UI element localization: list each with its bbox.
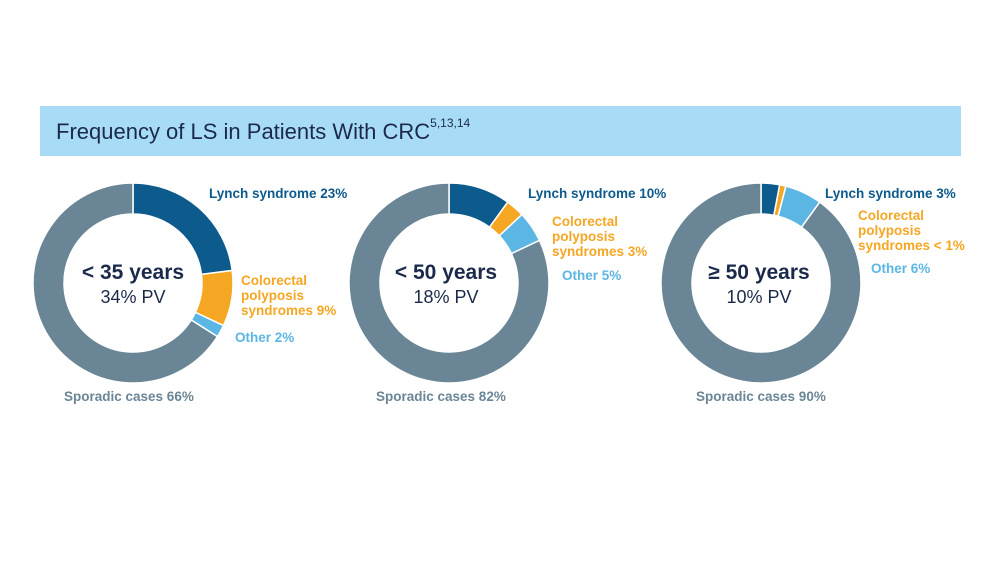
other-label: Other 2% [235, 330, 295, 345]
sporadic-label: Sporadic cases 82% [376, 389, 506, 404]
age-group-label: ≥ 50 years [708, 261, 810, 284]
lynch-syndrome-label: Lynch syndrome 23% [209, 186, 348, 201]
donut-svg [660, 182, 862, 384]
polyposis-label: Colorectal polyposis syndromes < 1% [858, 208, 965, 253]
sporadic-slice [660, 182, 862, 384]
donut-center: < 35 years 34% PV [48, 260, 218, 308]
donut-svg [348, 182, 550, 384]
chart-title-text: Frequency of LS in Patients With CRC [56, 119, 431, 144]
polyposis-label: Colorectal polyposis syndromes 3% [552, 214, 648, 259]
other-label: Other 6% [871, 261, 931, 276]
age-group-label: < 50 years [394, 261, 498, 284]
title-banner: Frequency of LS in Patients With CRC5,13… [40, 106, 961, 156]
donut-center: ≥ 50 years 10% PV [674, 260, 844, 308]
sporadic-slice [32, 182, 219, 384]
age-group-label: < 35 years [81, 261, 185, 284]
donut-chart-under-35: < 35 years 34% PV Lynch syndrome 23% Col… [30, 170, 360, 420]
donut-chart-under-50: < 50 years 18% PV Lynch syndrome 10% Col… [346, 170, 676, 420]
sporadic-slice [348, 182, 550, 384]
donut-center: < 50 years 18% PV [361, 260, 531, 308]
lynch-syndrome-label: Lynch syndrome 10% [528, 186, 667, 201]
donut-chart-50-and-over: ≥ 50 years 10% PV Lynch syndrome 3% Colo… [660, 170, 990, 420]
chart-title: Frequency of LS in Patients With CRC5,13… [56, 115, 471, 145]
chart-title-references: 5,13,14 [430, 115, 471, 130]
donut-svg [32, 182, 234, 384]
sporadic-label: Sporadic cases 66% [64, 389, 194, 404]
pv-rate-label: 18% PV [413, 287, 479, 307]
polyposis-label: Colorectal polyposis syndromes 9% [241, 273, 337, 318]
pv-rate-label: 34% PV [100, 287, 166, 307]
sporadic-label: Sporadic cases 90% [696, 389, 826, 404]
lynch-syndrome-label: Lynch syndrome 3% [825, 186, 956, 201]
pv-rate-label: 10% PV [726, 287, 792, 307]
other-label: Other 5% [562, 268, 622, 283]
